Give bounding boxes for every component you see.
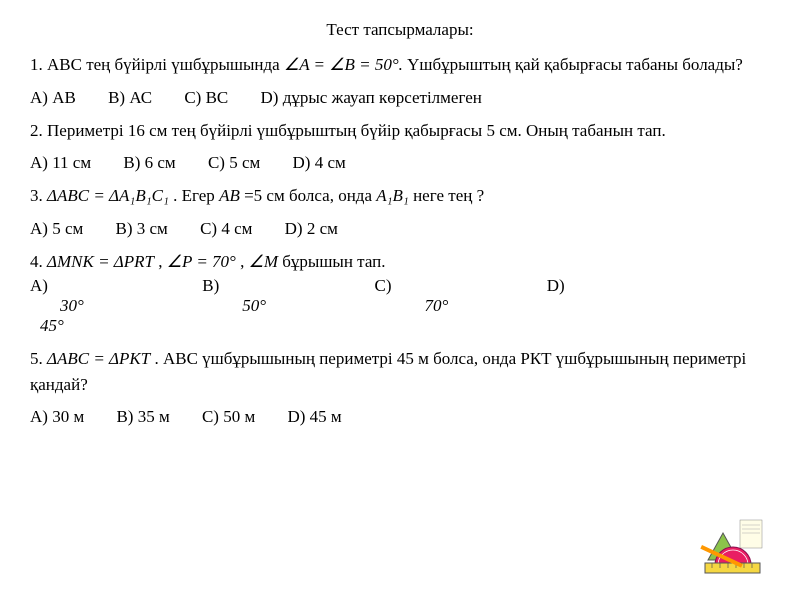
question-2: 2. Периметрі 16 см тең бүйірлі үшбұрышты… [30,118,770,144]
q4-f1: ΔMNK = ΔPRT [47,252,154,271]
q2-opt-c: С) 5 см [208,153,260,172]
q1-opt-a: А) АВ [30,88,76,107]
q4-f3: ∠M [249,252,278,271]
q1-opt-b: В) АС [108,88,152,107]
q4-options-labels: А) В) С) D) [30,276,770,296]
q2-opt-d: D) 4 см [293,153,346,172]
q1-suffix: Үшбұрыштың қай қабырғасы табаны болады? [407,55,743,74]
q4-p2: , [158,252,167,271]
q4-p1: 4. [30,252,47,271]
q5-options: А) 30 м В) 35 м С) 50 м D) 45 м [30,407,770,427]
q4-options-vals: 30° 50° 70° 45° [30,296,770,336]
q4-lbl-a: А) [30,276,170,296]
q3-p3: =5 см болса, онда [244,186,376,205]
question-4: 4. ΔMNK = ΔPRT , ∠P = 70° , ∠M бұрышын т… [30,249,770,275]
q4-p4: бұрышын тап. [282,252,385,271]
q2-options: А) 11 см В) 6 см С) 5 см D) 4 см [30,153,770,173]
q3-p4: неге тең ? [413,186,484,205]
question-3: 3. ΔABC = ΔA₁B₁C₁ . Егер AB =5 см болса,… [30,183,770,209]
q3-options: А) 5 см В) 3 см С) 4 см D) 2 см [30,219,770,239]
q4-val-c: 70° [415,296,565,316]
q3-p2: . Егер [173,186,219,205]
q4-val-b: 50° [232,296,382,316]
q1-options: А) АВ В) АС С) ВС D) дұрыс жауап көрсеті… [30,88,770,108]
q1-prefix: 1. АВС тең бүйірлі үшбұрышында [30,55,284,74]
q3-opt-d: D) 2 см [285,219,338,238]
page-title: Тест тапсырмалары: [30,20,770,40]
question-5: 5. ΔABC = ΔPKT . АВС үшбұрышының перимет… [30,346,770,397]
q2-opt-b: В) 6 см [123,153,175,172]
q5-opt-b: В) 35 м [116,407,169,426]
q4-lbl-c: С) [375,276,515,296]
q4-lbl-b: В) [202,276,342,296]
q5-opt-d: D) 45 м [287,407,341,426]
q3-f1: ΔABC = ΔA₁B₁C₁ [47,186,169,205]
question-1: 1. АВС тең бүйірлі үшбұрышында ∠A = ∠B =… [30,52,770,78]
q4-val-d: 45° [30,316,180,336]
q4-f2: ∠P = 70° [167,252,236,271]
q4-val-a: 30° [30,296,200,316]
q3-opt-b: В) 3 см [116,219,168,238]
q5-opt-c: С) 50 м [202,407,255,426]
q4-lbl-d: D) [547,276,687,296]
q4-p3: , [240,252,249,271]
q5-p1: 5. [30,349,47,368]
q1-opt-d: D) дұрыс жауап көрсетілмеген [261,88,482,107]
q5-f1: ΔABC = ΔPKT [47,349,150,368]
q1-opt-c: С) ВС [184,88,228,107]
q3-opt-a: А) 5 см [30,219,83,238]
q3-f2: AB [219,186,240,205]
q3-p1: 3. [30,186,47,205]
q3-f3: A₁B₁ [376,186,409,205]
geometry-tools-icon [700,515,770,575]
q1-formula: ∠A = ∠B = 50°. [284,55,403,74]
q5-opt-a: А) 30 м [30,407,84,426]
q3-opt-c: С) 4 см [200,219,252,238]
q2-opt-a: А) 11 см [30,153,91,172]
